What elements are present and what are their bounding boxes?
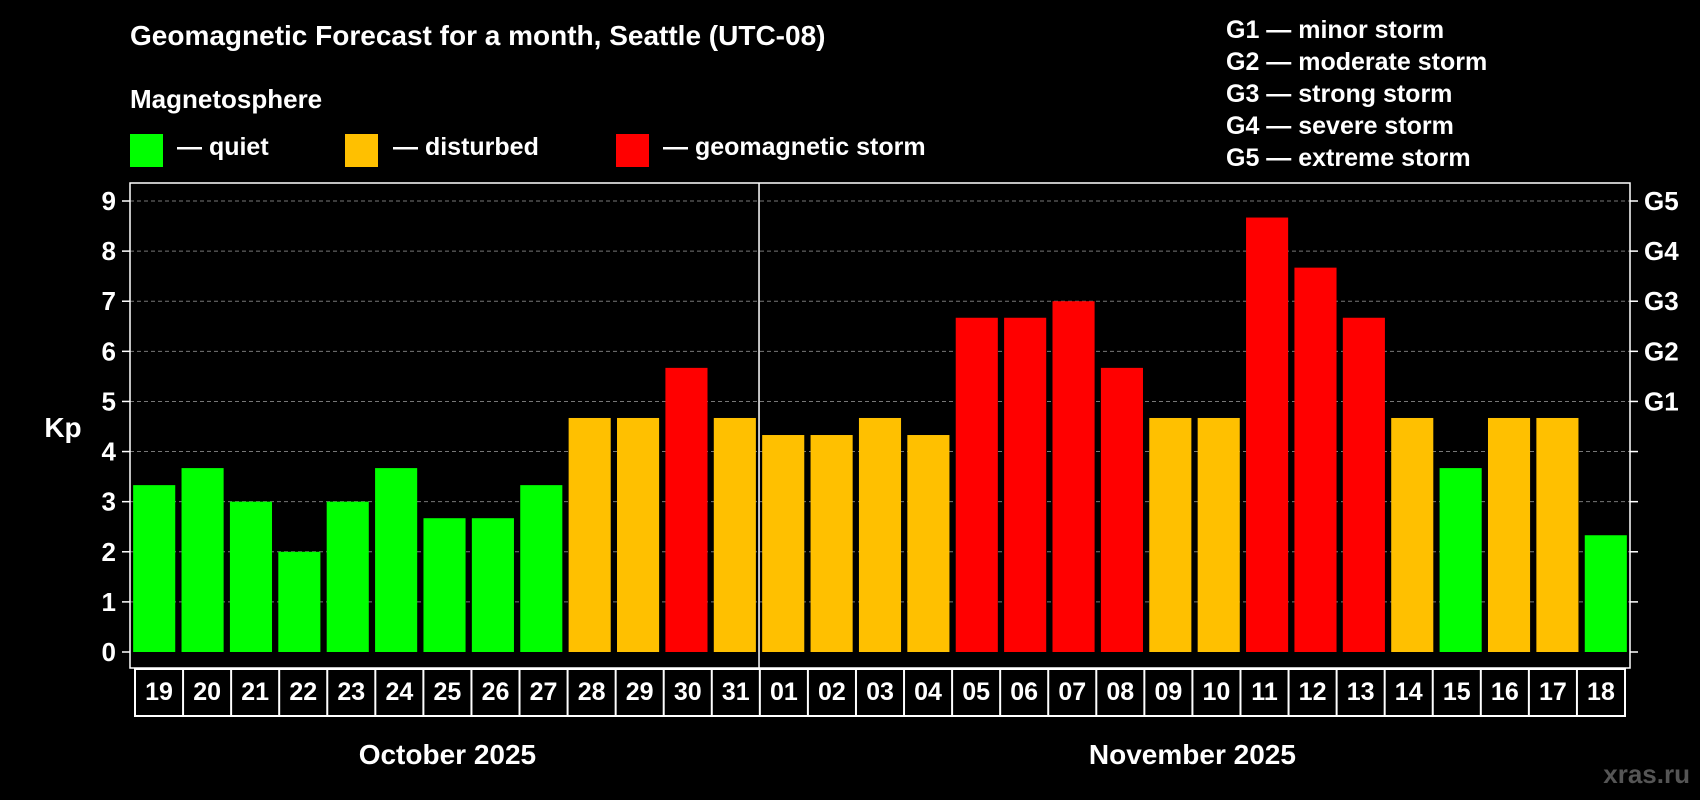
kp-bar bbox=[1439, 468, 1482, 652]
kp-bar bbox=[955, 317, 998, 652]
date-label: 05 bbox=[962, 678, 990, 706]
kp-bar bbox=[181, 468, 224, 652]
kp-bar bbox=[229, 501, 273, 652]
y-tick-label: 1 bbox=[102, 587, 116, 617]
date-label: 06 bbox=[1010, 678, 1038, 706]
kp-bar bbox=[133, 485, 176, 652]
date-label: 24 bbox=[385, 678, 413, 706]
date-label: 27 bbox=[530, 678, 558, 706]
date-label: 03 bbox=[866, 678, 894, 706]
date-row-frame bbox=[134, 668, 1626, 717]
y-tick-label: 3 bbox=[102, 487, 116, 517]
legend-heading: Magnetosphere bbox=[130, 84, 323, 114]
kp-bar bbox=[471, 518, 514, 652]
y-axis-label: Kp bbox=[44, 412, 81, 443]
date-label: 09 bbox=[1154, 678, 1182, 706]
storm-level-label: G5 bbox=[1644, 186, 1679, 216]
kp-bar bbox=[278, 551, 321, 652]
legend-swatch-disturbed bbox=[345, 134, 378, 167]
kp-bar bbox=[1584, 535, 1627, 652]
kp-bar bbox=[1487, 417, 1531, 652]
y-tick-label: 7 bbox=[102, 286, 116, 316]
kp-bar bbox=[713, 417, 756, 652]
y-tick-label: 5 bbox=[102, 386, 116, 416]
storm-level-label: G3 bbox=[1644, 286, 1679, 316]
date-label: 22 bbox=[289, 678, 317, 706]
legend-swatch-storm bbox=[616, 134, 649, 167]
y-tick-label: 8 bbox=[102, 236, 116, 266]
y-tick-label: 9 bbox=[102, 186, 116, 216]
month-label: November 2025 bbox=[1089, 739, 1296, 770]
storm-scale-g2: G2 — moderate storm bbox=[1226, 48, 1488, 76]
kp-bar bbox=[1100, 367, 1143, 652]
date-label: 31 bbox=[722, 678, 750, 706]
y-tick-label: 0 bbox=[102, 637, 116, 667]
storm-scale-legend: G1 — minor storm G2 — moderate storm G3 … bbox=[1226, 14, 1487, 174]
watermark: xras.ru bbox=[1603, 759, 1690, 789]
storm-scale-g4: G4 — severe storm bbox=[1226, 112, 1454, 140]
date-label: 12 bbox=[1299, 678, 1327, 706]
kp-bar bbox=[1342, 317, 1385, 652]
kp-bar bbox=[1149, 417, 1192, 652]
legend-label-disturbed: — disturbed bbox=[393, 133, 539, 161]
month-label: October 2025 bbox=[359, 739, 536, 770]
date-label: 26 bbox=[482, 678, 510, 706]
kp-bar bbox=[423, 518, 466, 652]
date-label: 10 bbox=[1203, 678, 1231, 706]
storm-scale-g5: G5 — extreme storm bbox=[1226, 144, 1471, 172]
storm-level-label: G2 bbox=[1644, 336, 1679, 366]
kp-bar bbox=[1294, 267, 1337, 652]
date-label: 04 bbox=[914, 678, 942, 706]
legend-swatch-quiet bbox=[130, 134, 163, 167]
kp-bar bbox=[665, 367, 708, 652]
kp-bar bbox=[858, 417, 902, 652]
date-label: 19 bbox=[145, 678, 173, 706]
date-label: 21 bbox=[241, 678, 269, 706]
kp-bar bbox=[617, 417, 660, 652]
legend-label-quiet: — quiet bbox=[177, 133, 269, 161]
kp-bar bbox=[907, 435, 950, 652]
date-label: 18 bbox=[1587, 678, 1615, 706]
date-label: 02 bbox=[818, 678, 846, 706]
date-label: 07 bbox=[1058, 678, 1086, 706]
date-label: 14 bbox=[1395, 678, 1423, 706]
kp-bar bbox=[326, 501, 369, 652]
storm-scale-g1: G1 — minor storm bbox=[1226, 16, 1445, 44]
date-label: 13 bbox=[1347, 678, 1375, 706]
storm-level-label: G4 bbox=[1644, 236, 1679, 266]
date-label: 28 bbox=[578, 678, 606, 706]
storm-scale-g3: G3 — strong storm bbox=[1226, 80, 1453, 108]
date-label: 15 bbox=[1443, 678, 1471, 706]
date-label: 16 bbox=[1491, 678, 1519, 706]
date-label: 29 bbox=[626, 678, 654, 706]
kp-bar bbox=[1391, 417, 1434, 652]
y-tick-label: 2 bbox=[102, 537, 116, 567]
date-label: 01 bbox=[770, 678, 798, 706]
storm-level-label: G1 bbox=[1644, 386, 1679, 416]
kp-bar bbox=[375, 468, 418, 652]
date-label: 11 bbox=[1251, 678, 1278, 706]
y-tick-label: 4 bbox=[102, 437, 117, 467]
date-label: 17 bbox=[1539, 678, 1567, 706]
kp-bar bbox=[1004, 317, 1047, 652]
date-label: 23 bbox=[337, 678, 365, 706]
kp-bar bbox=[1197, 417, 1240, 652]
y-tick-label: 6 bbox=[102, 336, 116, 366]
date-label: 20 bbox=[193, 678, 221, 706]
kp-bar bbox=[1246, 217, 1289, 652]
chart-title: Geomagnetic Forecast for a month, Seattl… bbox=[130, 20, 826, 51]
date-label: 08 bbox=[1106, 678, 1134, 706]
date-label: 25 bbox=[434, 678, 462, 706]
kp-bar bbox=[810, 435, 853, 652]
kp-bar bbox=[1052, 301, 1095, 652]
kp-bar bbox=[762, 435, 805, 652]
kp-bar bbox=[520, 485, 563, 652]
kp-bar bbox=[568, 417, 611, 652]
kp-bar bbox=[1536, 417, 1579, 652]
legend-label-storm: — geomagnetic storm bbox=[663, 133, 926, 161]
date-label: 30 bbox=[674, 678, 702, 706]
